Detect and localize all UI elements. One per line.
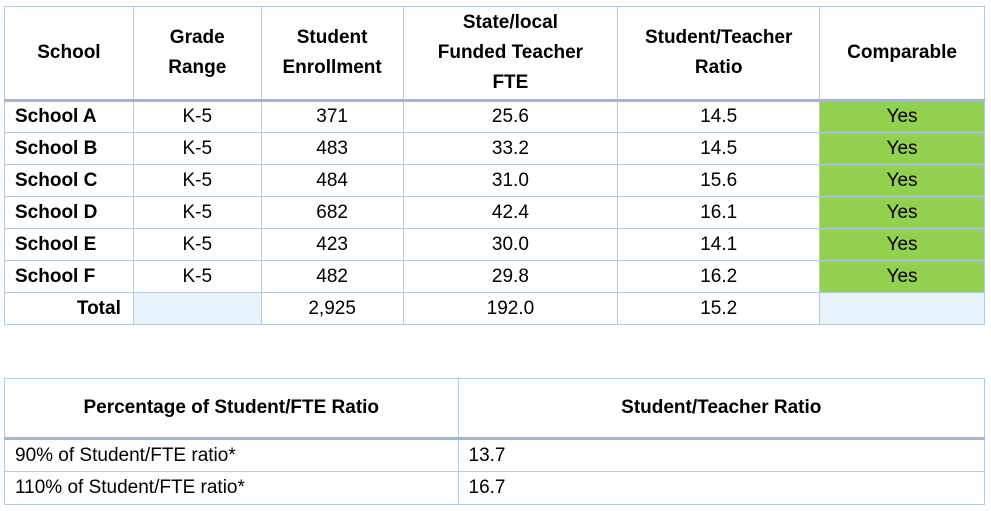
fte-cell: 33.2 <box>402 132 619 165</box>
total-ratio: 15.2 <box>617 292 821 325</box>
grade-cell: K-5 <box>132 260 262 293</box>
enrollment-cell: 423 <box>260 228 404 261</box>
enrollment-cell: 483 <box>260 132 404 165</box>
header-grade-range: Grade Range <box>132 6 262 102</box>
fte-cell: 30.0 <box>402 228 619 261</box>
header-row: Percentage of Student/FTE Ratio Student/… <box>4 378 986 440</box>
comparable-cell: Yes <box>819 132 985 165</box>
school-cell: School F <box>4 260 134 293</box>
header-percentage: Percentage of Student/FTE Ratio <box>4 378 459 440</box>
ratio-cell: 14.5 <box>617 132 821 165</box>
table-row: 110% of Student/FTE ratio* 16.7 <box>4 471 986 505</box>
fte-cell: 31.0 <box>402 164 619 197</box>
total-label: Total <box>4 292 134 325</box>
total-enrollment: 2,925 <box>260 292 404 325</box>
header-comparable-text: Comparable <box>847 42 957 63</box>
ratio-value-cell: 16.7 <box>457 471 986 505</box>
total-fte: 192.0 <box>402 292 619 325</box>
empty-cell <box>132 292 262 325</box>
enrollment-cell: 484 <box>260 164 404 197</box>
comparable-cell: Yes <box>819 100 985 133</box>
header-school: School <box>4 6 134 102</box>
ratio-value-cell: 13.7 <box>457 438 986 472</box>
header-ratio-line2: Ratio <box>694 57 743 78</box>
grade-cell: K-5 <box>132 196 262 229</box>
header-row: School Grade Range Student Enrollment Stat… <box>4 6 985 102</box>
header-student-teacher-ratio: Student/Teacher Ratio <box>457 378 986 440</box>
header-ratio-line1: Student/Teacher <box>644 27 793 48</box>
table-row: School D K-5 682 42.4 16.1 Yes <box>4 196 985 229</box>
header-fte-line3: FTE <box>492 72 529 93</box>
enrollment-cell: 371 <box>260 100 404 133</box>
grade-cell: K-5 <box>132 100 262 133</box>
table-row: School A K-5 371 25.6 14.5 Yes <box>4 100 985 133</box>
header-grade-range-line1: Grade <box>169 27 225 48</box>
ratio-cell: 16.1 <box>617 196 821 229</box>
table-row: School C K-5 484 31.0 15.6 Yes <box>4 164 985 197</box>
header-grade-range-line2: Range <box>168 57 227 78</box>
ratio-cell: 16.2 <box>617 260 821 293</box>
header-fte-line1: State/local <box>462 12 558 33</box>
ratio-cell: 14.1 <box>617 228 821 261</box>
table-row: 90% of Student/FTE ratio* 13.7 <box>4 438 986 472</box>
header-fte: State/local Funded Teacher FTE <box>402 6 619 102</box>
header-enrollment-line1: Student <box>296 27 368 48</box>
table-row: School E K-5 423 30.0 14.1 Yes <box>4 228 985 261</box>
comparable-cell: Yes <box>819 260 985 293</box>
ratio-cell: 15.6 <box>617 164 821 197</box>
fte-cell: 42.4 <box>402 196 619 229</box>
header-ratio: Student/Teacher Ratio <box>617 6 821 102</box>
table-row: School B K-5 483 33.2 14.5 Yes <box>4 132 985 165</box>
header-comparable: Comparable <box>819 6 985 102</box>
total-row: Total 2,925 192.0 15.2 <box>4 292 985 325</box>
table-row: School F K-5 482 29.8 16.2 Yes <box>4 260 985 293</box>
enrollment-cell: 482 <box>260 260 404 293</box>
fte-cell: 25.6 <box>402 100 619 133</box>
ratio-range-table: Percentage of Student/FTE Ratio Student/… <box>4 378 986 505</box>
school-cell: School A <box>4 100 134 133</box>
ratio-label-cell: 90% of Student/FTE ratio* <box>4 438 459 472</box>
empty-cell <box>819 292 985 325</box>
grade-cell: K-5 <box>132 228 262 261</box>
grade-cell: K-5 <box>132 164 262 197</box>
school-cell: School D <box>4 196 134 229</box>
ratio-cell: 14.5 <box>617 100 821 133</box>
school-cell: School C <box>4 164 134 197</box>
header-enrollment: Student Enrollment <box>260 6 404 102</box>
school-cell: School B <box>4 132 134 165</box>
grade-cell: K-5 <box>132 132 262 165</box>
school-cell: School E <box>4 228 134 261</box>
comparable-cell: Yes <box>819 164 985 197</box>
header-school-text: School <box>37 42 101 63</box>
comparability-table: School Grade Range Student Enrollment Stat… <box>4 6 985 325</box>
ratio-label-cell: 110% of Student/FTE ratio* <box>4 471 459 505</box>
header-enrollment-line2: Enrollment <box>282 57 382 78</box>
comparable-cell: Yes <box>819 228 985 261</box>
enrollment-cell: 682 <box>260 196 404 229</box>
comparable-cell: Yes <box>819 196 985 229</box>
header-fte-line2: Funded Teacher <box>437 42 584 63</box>
fte-cell: 29.8 <box>402 260 619 293</box>
